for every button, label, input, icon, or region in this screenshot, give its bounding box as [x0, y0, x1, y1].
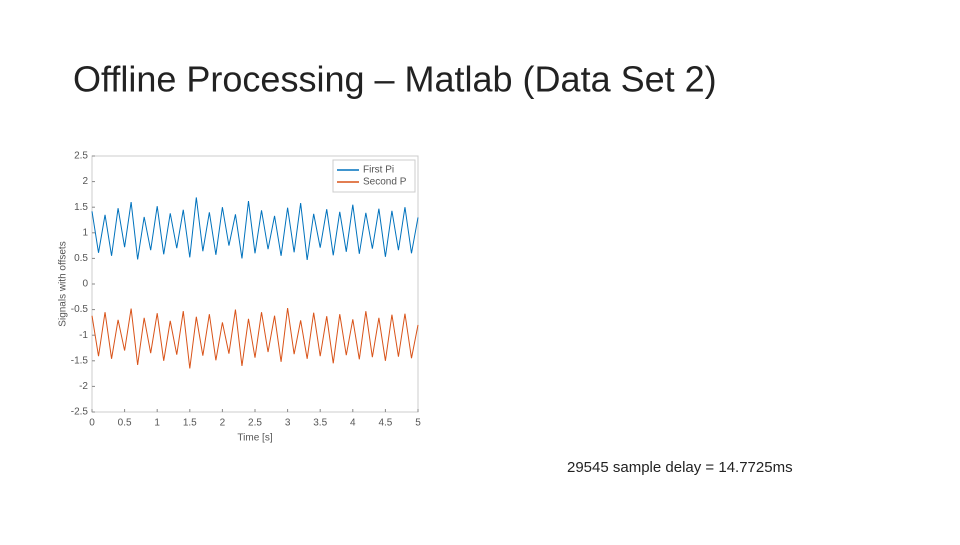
y-tick-label: -2	[79, 381, 88, 392]
y-axis-label: Signals with offsets	[58, 241, 69, 326]
y-tick-label: 2	[82, 176, 88, 187]
x-tick-label: 5	[415, 418, 421, 429]
signal-line	[91, 307, 419, 369]
x-tick-label: 0.5	[118, 418, 132, 429]
y-tick-label: 1.5	[74, 202, 88, 213]
y-tick-label: -1.5	[71, 355, 89, 366]
legend-label: First Pi	[363, 165, 394, 176]
caption: 29545 sample delay = 14.7725ms	[567, 459, 793, 476]
x-tick-label: 0	[89, 418, 95, 429]
x-tick-label: 3	[285, 418, 291, 429]
y-tick-label: -2.5	[71, 407, 89, 418]
x-tick-label: 1	[154, 418, 160, 429]
y-tick-label: -1	[79, 330, 88, 341]
x-tick-label: 1.5	[183, 418, 197, 429]
x-tick-label: 4.5	[378, 418, 392, 429]
x-axis-label: Time [s]	[237, 433, 272, 444]
legend-label: Second P	[363, 177, 407, 188]
x-tick-label: 3.5	[313, 418, 327, 429]
x-tick-label: 2.5	[248, 418, 262, 429]
signal-line	[91, 197, 419, 261]
y-tick-label: -0.5	[71, 304, 89, 315]
x-tick-label: 4	[350, 418, 356, 429]
y-tick-label: 2.5	[74, 151, 88, 162]
plot-area	[91, 155, 419, 413]
legend-box	[332, 159, 416, 193]
y-tick-label: 1	[82, 227, 88, 238]
slide-title: Offline Processing – Matlab (Data Set 2)	[73, 59, 717, 100]
x-tick-label: 2	[220, 418, 226, 429]
y-tick-label: 0.5	[74, 253, 88, 264]
y-tick-label: 0	[82, 279, 88, 290]
